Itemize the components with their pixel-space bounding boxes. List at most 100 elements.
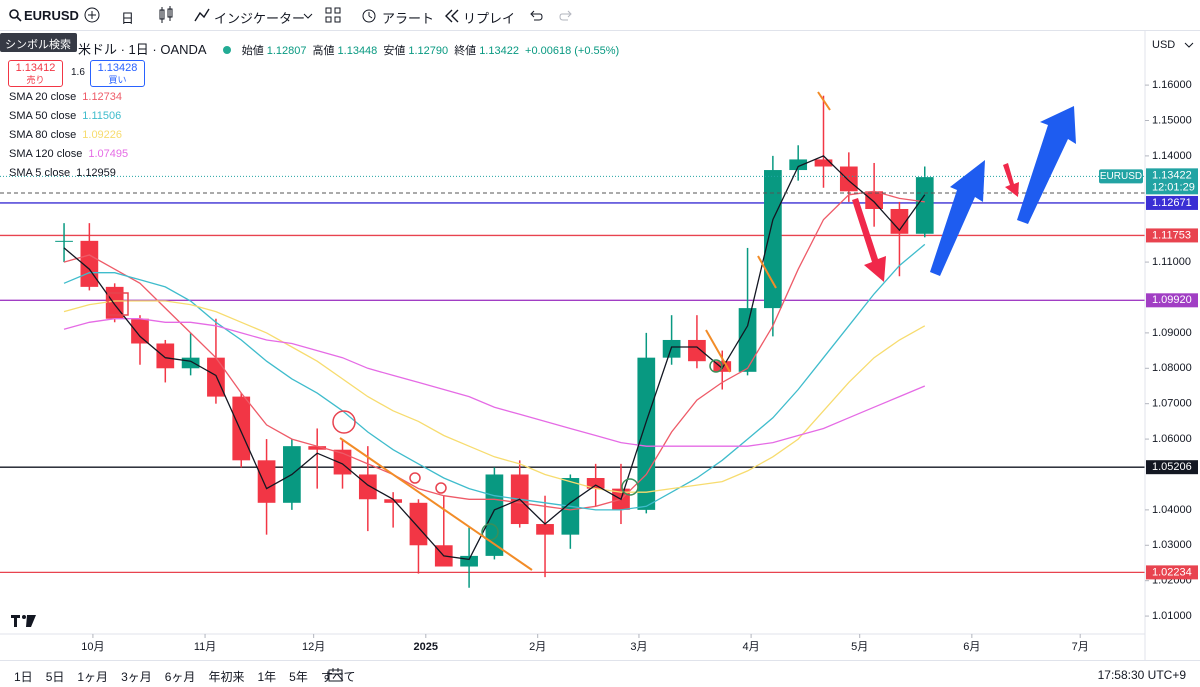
candle-body xyxy=(814,159,833,167)
candle-body xyxy=(764,170,782,309)
marker-circle xyxy=(621,478,639,496)
ohlc-label: 始値 xyxy=(241,45,264,57)
y-tick-label: 1.04000 xyxy=(1152,504,1192,516)
last-price-label: 1.13422 xyxy=(1152,169,1192,181)
y-tick-label: 1.03000 xyxy=(1152,539,1192,551)
level-label: 1.09920 xyxy=(1152,294,1192,306)
ask-label: 買い xyxy=(108,75,127,85)
x-tick-label: 5月 xyxy=(851,641,868,653)
marker-circle xyxy=(409,472,421,484)
legend-item: SMA 20 close 1.12734 xyxy=(9,91,122,103)
range-button[interactable]: 3ヶ月 xyxy=(121,670,152,684)
change: +0.00618 (+0.55%) xyxy=(525,45,620,57)
instrument-title: 米ドル · 1日 · OANDA xyxy=(78,42,207,57)
redo[interactable] xyxy=(558,8,574,24)
legend-item: SMA 5 close 1.12959 xyxy=(9,167,116,179)
x-tick-label: 12月 xyxy=(302,641,325,653)
tv-logo xyxy=(11,615,36,627)
ohlc-label: 終値 xyxy=(454,45,477,57)
spread: 1.6 xyxy=(71,67,85,78)
legend-item: SMA 80 close 1.09226 xyxy=(9,129,122,141)
indicators[interactable]: インジケーター xyxy=(214,11,306,26)
ohlc-label: 高値 xyxy=(312,45,335,57)
trend-line xyxy=(817,91,831,111)
candle-body xyxy=(738,308,757,372)
add-symbol[interactable] xyxy=(83,6,101,24)
range-button[interactable]: 1年 xyxy=(257,670,277,684)
x-tick-label: 3月 xyxy=(630,641,647,653)
y-tick-label: 1.14000 xyxy=(1152,150,1192,162)
x-tick-label: 2025 xyxy=(414,641,438,653)
candle-body xyxy=(409,502,428,546)
candle-body xyxy=(308,446,327,450)
layout-icon[interactable] xyxy=(325,7,341,23)
symbol-chip xyxy=(1099,169,1143,184)
x-tick-label: 2月 xyxy=(529,641,546,653)
range-button[interactable]: 5日 xyxy=(45,670,65,684)
level-label: 1.12671 xyxy=(1152,197,1192,209)
candle-body xyxy=(688,339,706,362)
trend-line xyxy=(757,255,777,289)
arrows xyxy=(852,106,1076,282)
y-tick-label: 1.08000 xyxy=(1152,362,1192,374)
sell-button[interactable]: 1.13412 売り xyxy=(8,60,63,87)
candle-body xyxy=(358,474,377,500)
level-label: 1.02234 xyxy=(1152,566,1192,578)
plot xyxy=(0,95,1145,588)
chevron xyxy=(1184,42,1194,48)
candle-body xyxy=(156,343,175,369)
interval[interactable]: 日 xyxy=(121,11,135,26)
legend-name: SMA 120 close xyxy=(9,148,83,160)
sma-line xyxy=(63,155,926,561)
ask: 1.13428 xyxy=(97,62,138,74)
date-range[interactable] xyxy=(327,666,345,684)
annotations xyxy=(0,91,1145,571)
chevron[interactable] xyxy=(302,10,314,22)
y-tick-label: 1.07000 xyxy=(1152,398,1192,410)
candle-body xyxy=(839,166,858,192)
currency-box[interactable] xyxy=(1147,33,1197,57)
x-tick-label: 10月 xyxy=(81,641,104,653)
replay[interactable]: リプレイ xyxy=(463,11,516,26)
legend-name: SMA 80 close xyxy=(9,129,77,141)
arrow-up xyxy=(930,160,985,276)
candle-body xyxy=(865,191,883,209)
ohlc-value: 1.12807 xyxy=(266,45,307,57)
indicator-icon xyxy=(194,8,210,22)
range-button[interactable]: 年初来 xyxy=(208,670,245,684)
last-price-time: 12:01:29 xyxy=(1152,181,1195,193)
trend-line xyxy=(705,329,731,373)
level-tag xyxy=(1146,460,1198,475)
candle-body xyxy=(460,555,478,567)
marker-circle xyxy=(435,482,447,494)
legend-name: SMA 5 close xyxy=(9,167,71,179)
range-button[interactable]: 1ヶ月 xyxy=(77,670,109,684)
level-tag xyxy=(1146,565,1198,580)
candle-body xyxy=(55,240,73,242)
undo[interactable] xyxy=(528,8,544,24)
marker-circle xyxy=(332,410,356,434)
search-icon xyxy=(9,9,22,22)
range-button[interactable]: 5年 xyxy=(289,670,308,684)
chart-type[interactable] xyxy=(157,6,175,24)
x-tick-label: 4月 xyxy=(743,641,760,653)
range-button[interactable]: 1日 xyxy=(14,670,33,684)
candle-body xyxy=(586,478,605,489)
y-tick-label: 1.09000 xyxy=(1152,327,1192,339)
legend-item: SMA 120 close 1.07495 xyxy=(9,148,128,160)
buy-button[interactable]: 1.13428 買い xyxy=(90,60,145,87)
y-tick-label: 1.16000 xyxy=(1152,79,1192,91)
alerts[interactable]: アラート xyxy=(382,11,435,26)
x-tick-label: 6月 xyxy=(963,641,980,653)
sma-line xyxy=(63,190,925,511)
symbol[interactable]: EURUSD xyxy=(24,8,79,23)
candle-body xyxy=(232,396,251,461)
candle-body xyxy=(789,159,808,171)
range-button[interactable]: 6ヶ月 xyxy=(164,670,196,684)
legend-name: SMA 20 close xyxy=(9,91,77,103)
tooltip: シンボル検索 xyxy=(0,33,77,52)
bid: 1.13412 xyxy=(15,62,56,74)
toolbar: EURUSD 日 インジケーター アラート リプレイ xyxy=(0,0,1200,31)
currency: USD xyxy=(1152,39,1175,51)
